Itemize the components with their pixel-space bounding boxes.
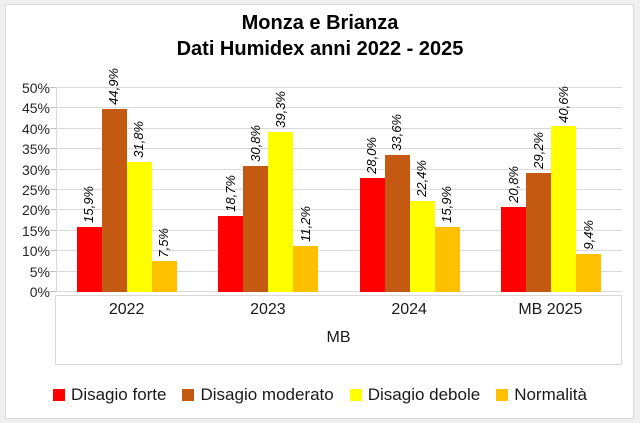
y-axis-tick (50, 291, 56, 292)
bar-disagio-debole: 22,4% (409, 160, 435, 292)
bar-disagio-forte: 28,0% (359, 137, 385, 292)
x-axis-title: MB (326, 329, 351, 346)
x-axis-category-label: 2024 (391, 301, 427, 318)
bar-disagio-moderato: 29,2% (526, 132, 552, 292)
bar-data-label: 44,9% (106, 67, 122, 105)
bar-disagio-forte: 18,7% (218, 175, 244, 292)
legend-swatch-icon (349, 389, 362, 401)
legend-item-disagio-debole: Disagio debole (349, 385, 481, 405)
chart-title: Monza e Brianza Dati Humidex anni 2022 -… (0, 10, 640, 62)
bar-group-2024: 28,0% 33,6% 22,4% 15,9% (339, 88, 481, 292)
y-axis-tick (50, 128, 56, 129)
y-axis-tick-label: 0% (29, 284, 50, 300)
bar-data-label: 39,3% (272, 90, 288, 128)
gridline (56, 169, 622, 170)
y-axis-tick (50, 230, 56, 231)
y-axis-tick-label: 25% (21, 182, 50, 198)
y-axis-tick-label: 30% (21, 162, 50, 178)
bar-data-label: 31,8% (131, 121, 147, 159)
bar-data-label: 29,2% (530, 132, 546, 169)
y-axis-tick (50, 107, 56, 108)
bar-data-label: 11,2% (297, 206, 313, 243)
gridline (56, 128, 622, 129)
bar-group-2022: 15,9% 44,9% 31,8% 7,5% (56, 68, 198, 292)
bar-data-label: 9,4% (580, 219, 596, 250)
y-axis-tick (50, 189, 56, 190)
legend: Disagio forte Disagio moderato Disagio deb… (0, 383, 640, 407)
legend-item-disagio-moderato: Disagio moderato (182, 385, 334, 405)
bar-disagio-debole: 40,6% (551, 86, 577, 292)
x-axis-category-label: 2022 (108, 301, 145, 318)
gridline (56, 107, 622, 108)
x-axis-categories: 2022 2023 2024 MB 2025 (56, 296, 621, 319)
y-axis-tick-label: 40% (21, 121, 50, 137)
gridline (56, 271, 622, 272)
legend-label: Disagio moderato (200, 385, 334, 404)
bar-disagio-moderato: 33,6% (384, 114, 410, 292)
bar-disagio-moderato: 30,8% (243, 125, 269, 292)
bar-normalità: 9,4% (576, 220, 602, 292)
bar-group-2023: 18,7% 30,8% 39,3% 11,2% (198, 88, 340, 292)
bar-data-label: 15,9% (81, 186, 97, 224)
bar-disagio-forte: 15,9% (76, 186, 102, 292)
bar-data-label: 22,4% (414, 159, 430, 197)
y-axis-line (56, 88, 57, 292)
x-axis-category-label: MB 2025 (518, 301, 583, 318)
bar-data-label: 28,0% (364, 136, 380, 174)
chart-title-line1: Monza e Brianza (241, 12, 399, 34)
gridline (56, 189, 622, 190)
bar-disagio-forte: 20,8% (501, 166, 527, 292)
gridline (56, 148, 622, 149)
y-axis-tick-label: 5% (29, 264, 50, 280)
gridline (56, 87, 622, 88)
y-axis-tick (50, 169, 56, 170)
legend-item-normalità: Normalità (496, 385, 587, 405)
bar-groups: 15,9% 44,9% 31,8% 7,5% 18,7% 30,8% 39,3% 11,2% 2… (56, 68, 623, 292)
bar-normalità: 11,2% (293, 206, 319, 292)
legend-swatch-icon (496, 389, 509, 401)
bar-normalità: 15,9% (434, 186, 460, 292)
y-axis-tick-label: 35% (21, 141, 50, 157)
legend-label: Disagio forte (71, 385, 167, 404)
gridline (56, 230, 622, 231)
gridline (56, 291, 622, 292)
bar-disagio-debole: 31,8% (126, 121, 152, 292)
y-axis-tick-label: 45% (21, 100, 50, 116)
legend-label: Normalità (514, 385, 587, 404)
bar-normalità: 7,5% (151, 228, 177, 292)
legend-label: Disagio debole (367, 385, 481, 404)
legend-swatch-icon (182, 389, 195, 401)
plot-area: 15,9% 44,9% 31,8% 7,5% 18,7% 30,8% 39,3% 11,2% 2… (50, 68, 623, 292)
legend-item-disagio-forte: Disagio forte (53, 385, 166, 405)
y-axis-tick (50, 87, 56, 88)
y-axis: 0% 5% 10% 15% 20% 25% 30% 35% 40% 45% 50% (0, 81, 50, 299)
bar-group-mb-2025: 20,8% 29,2% 40,6% 9,4% (481, 86, 623, 292)
bar-data-label: 15,9% (439, 186, 455, 224)
legend-swatch-icon (53, 389, 66, 401)
y-axis-tick (50, 209, 56, 210)
gridline (56, 250, 622, 251)
y-axis-tick-label: 10% (21, 243, 50, 259)
x-axis-box: 2022 2023 2024 MB 2025 MB (55, 295, 622, 365)
x-axis-category-label: 2023 (250, 301, 286, 318)
bar-disagio-debole: 39,3% (268, 91, 294, 292)
chart-title-line2: Dati Humidex anni 2022 - 2025 (176, 38, 464, 60)
bar-data-label: 7,5% (156, 227, 172, 258)
bar-data-label: 18,7% (222, 174, 238, 212)
y-axis-tick (50, 271, 56, 272)
y-axis-tick (50, 148, 56, 149)
bar-data-label: 33,6% (389, 114, 405, 151)
y-axis-tick-label: 20% (21, 202, 50, 218)
y-axis-tick (50, 250, 56, 251)
gridline (56, 209, 622, 210)
bar-data-label: 20,8% (505, 166, 521, 204)
y-axis-tick-label: 15% (21, 223, 50, 239)
bar-data-label: 30,8% (247, 125, 263, 163)
bar-data-label: 40,6% (555, 85, 571, 123)
y-axis-tick-label: 50% (21, 80, 50, 96)
bar-disagio-moderato: 44,9% (101, 68, 127, 292)
